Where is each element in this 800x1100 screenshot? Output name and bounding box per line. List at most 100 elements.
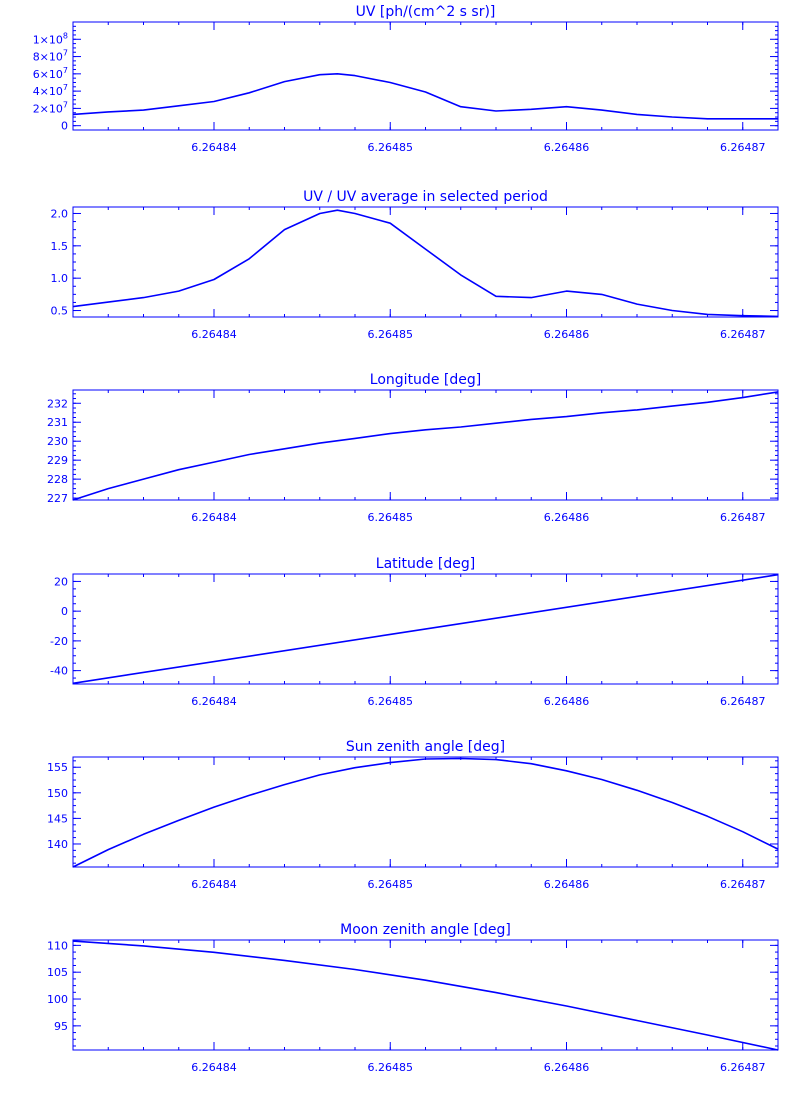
x-tick-label: 6.26484 (191, 878, 237, 891)
y-tick-label: 229 (47, 454, 68, 467)
x-tick-label: 6.26484 (191, 511, 237, 524)
x-tick-label: 6.26486 (544, 695, 590, 708)
y-tick-label: 100 (47, 993, 68, 1006)
y-tick-label: 0.5 (51, 305, 69, 318)
y-tick-label: 105 (47, 966, 68, 979)
y-tick-label: 145 (47, 812, 68, 825)
y-tick-label: 140 (47, 838, 68, 851)
y-tick-label: -40 (50, 665, 68, 678)
y-tick-label: 0 (61, 120, 68, 133)
y-tick-label-base: 2.0 (51, 207, 69, 220)
x-tick-label: 6.26487 (720, 511, 766, 524)
series-line (72, 209, 779, 318)
y-tick-label: 1×108 (33, 31, 68, 46)
x-tick-label: 6.26484 (191, 141, 237, 154)
y-tick-label: 110 (47, 939, 68, 952)
y-tick-label-base: 1.0 (51, 272, 69, 285)
plot-frame (72, 21, 779, 131)
x-tick-label: 6.26487 (720, 1061, 766, 1074)
x-tick-label: 6.26487 (720, 141, 766, 154)
y-tick-label-base: -20 (50, 635, 68, 648)
plot-frame (72, 939, 779, 1051)
y-tick-label-base: 0 (61, 120, 68, 133)
y-tick-label: 155 (47, 761, 68, 774)
y-tick-label: 2×107 (33, 100, 68, 115)
y-tick-label-base: 100 (47, 993, 68, 1006)
series-line (72, 940, 779, 1051)
series-line (72, 391, 779, 501)
y-tick-label: 8×107 (33, 49, 68, 64)
y-tick-label-base: -40 (50, 665, 68, 678)
series-line (72, 73, 778, 120)
x-tick-label: 6.26486 (544, 328, 590, 341)
y-tick-label-exponent: 7 (63, 83, 68, 92)
y-tick-label-base: 95 (54, 1020, 68, 1033)
x-tick-label: 6.26485 (368, 878, 414, 891)
y-tick-label: 20 (54, 575, 68, 588)
chart-title: Latitude [deg] (376, 556, 475, 572)
y-tick-label-base: 8×10 (33, 51, 63, 64)
y-tick-label-exponent: 7 (63, 66, 68, 75)
x-tick-label: 6.26485 (368, 511, 414, 524)
x-tick-label: 6.26485 (368, 141, 414, 154)
y-tick-label-base: 145 (47, 812, 68, 825)
x-tick-label: 6.26486 (544, 878, 590, 891)
x-tick-label: 6.26485 (368, 1061, 414, 1074)
y-tick-label-base: 2×10 (33, 102, 63, 115)
chart-panel-5: Sun zenith angle [deg] 6.26484 6.26485 6.26… (47, 739, 779, 891)
chart-title: UV [ph/(cm^2 s sr)] (356, 4, 496, 20)
y-tick-label-base: 150 (47, 787, 68, 800)
y-tick-label: -20 (50, 635, 68, 648)
plot-frame (72, 756, 779, 868)
chart-panel-2: UV / UV average in selected period 6.2648… (51, 189, 779, 341)
y-tick-label-base: 232 (47, 397, 68, 410)
plot-frame (72, 206, 779, 318)
y-tick-label-base: 6×10 (33, 68, 63, 81)
y-tick-label: 228 (47, 473, 68, 486)
y-tick-label: 150 (47, 787, 68, 800)
y-tick-label: 4×107 (33, 83, 68, 98)
chart-title: Sun zenith angle [deg] (346, 739, 505, 755)
y-tick-label-base: 110 (47, 939, 68, 952)
y-tick-label: 2.0 (51, 207, 69, 220)
y-tick-label-base: 4×10 (33, 85, 63, 98)
y-tick-label-exponent: 7 (63, 49, 68, 58)
chart-panel-3: Longitude [deg] 6.26484 6.26485 6.26486 6.26… (47, 372, 779, 524)
x-tick-label: 6.26487 (720, 328, 766, 341)
y-tick-label: 1.0 (51, 272, 69, 285)
y-tick-label-base: 105 (47, 966, 68, 979)
y-tick-label-base: 228 (47, 473, 68, 486)
x-tick-label: 6.26486 (544, 511, 590, 524)
y-tick-label-base: 0.5 (51, 305, 69, 318)
y-tick-label-base: 1×10 (33, 33, 63, 46)
y-tick-label: 231 (47, 416, 68, 429)
y-tick-label-exponent: 8 (63, 31, 68, 40)
y-tick-label-base: 230 (47, 435, 68, 448)
y-tick-label: 0 (61, 605, 68, 618)
chart-panel-4: Latitude [deg] 6.26484 6.26485 6.26486 6.264… (50, 556, 779, 708)
chart-panel-6: Moon zenith angle [deg] 6.26484 6.26485 6.2… (47, 922, 779, 1074)
x-tick-label: 6.26484 (191, 1061, 237, 1074)
y-tick-label-base: 140 (47, 838, 68, 851)
y-tick-label: 227 (47, 492, 68, 505)
y-tick-label: 1.5 (51, 240, 69, 253)
x-tick-label: 6.26486 (544, 141, 590, 154)
chart-title: Moon zenith angle [deg] (340, 922, 511, 938)
y-tick-label-base: 229 (47, 454, 68, 467)
series-line (72, 573, 779, 685)
y-tick-label-base: 231 (47, 416, 68, 429)
series-line (72, 757, 779, 868)
y-tick-label-base: 1.5 (51, 240, 69, 253)
y-tick-label-base: 0 (61, 605, 68, 618)
chart-title: UV / UV average in selected period (303, 189, 548, 205)
y-tick-label-exponent: 7 (63, 100, 68, 109)
x-tick-label: 6.26484 (191, 695, 237, 708)
y-tick-label-base: 20 (54, 575, 68, 588)
y-tick-label-base: 227 (47, 492, 68, 505)
y-tick-label: 232 (47, 397, 68, 410)
x-tick-label: 6.26487 (720, 878, 766, 891)
y-tick-label: 6×107 (33, 66, 68, 81)
x-tick-label: 6.26484 (191, 328, 237, 341)
x-tick-label: 6.26485 (368, 695, 414, 708)
